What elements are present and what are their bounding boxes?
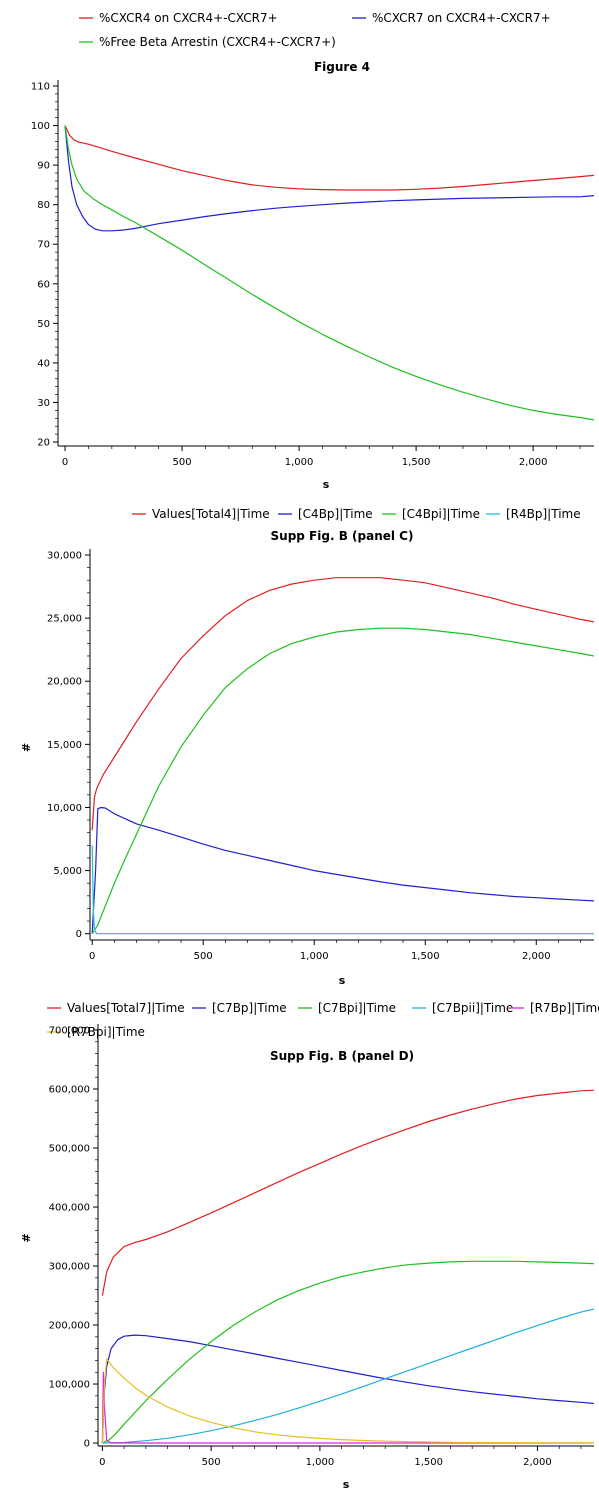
y-tick-label: 90 <box>37 161 50 172</box>
x-axis-label: s <box>343 1478 350 1491</box>
y-tick-label: 600,000 <box>49 1085 90 1096</box>
x-tick-label: 500 <box>173 457 192 468</box>
series-line <box>101 1371 594 1444</box>
x-tick-label: 1,500 <box>414 1457 443 1468</box>
legend-entry: [C4Bpi]|Time <box>402 507 480 521</box>
y-axis-label: # <box>20 743 33 752</box>
series-line <box>101 1358 594 1444</box>
series-line <box>64 125 594 191</box>
y-tick-label: 5,000 <box>53 866 82 877</box>
y-tick-label: 0 <box>84 1439 90 1450</box>
legend-entry: [R4Bp]|Time <box>506 507 581 521</box>
x-tick-label: 1,500 <box>402 457 431 468</box>
x-axis-label: s <box>339 974 346 987</box>
series-line <box>102 1260 594 1444</box>
y-tick-label: 100 <box>31 121 50 132</box>
series-line <box>64 125 594 232</box>
legend-entry: %Free Beta Arrestin (CXCR4+-CXCR7+) <box>99 35 336 49</box>
y-tick-label: 500,000 <box>49 1144 90 1155</box>
chart-title: Supp Fig. B (panel C) <box>271 529 414 543</box>
y-tick-label: 700,000 <box>49 1026 90 1037</box>
chart-1: %CXCR4 on CXCR4+-CXCR7+ %CXCR7 on CXCR4+-… <box>31 11 594 491</box>
legend-entry: %CXCR7 on CXCR4+-CXCR7+ <box>372 11 551 25</box>
chart-title: Figure 4 <box>314 60 370 74</box>
y-tick-label: 200,000 <box>49 1321 90 1332</box>
x-tick-label: 1,000 <box>306 1457 335 1468</box>
legend-entry: Values[Total4]|Time <box>152 507 270 521</box>
series-line <box>91 806 594 934</box>
series-line <box>64 125 594 421</box>
series-line <box>91 845 594 935</box>
chart-3: Values[Total7]|Time [C7Bp]|Time [C7Bpi]|Ti… <box>20 1001 599 1491</box>
x-tick-label: 1,500 <box>411 951 440 962</box>
series-line <box>102 1308 594 1444</box>
chart-2: Values[Total4]|Time [C4Bp]|Time [C4Bpi]|Ti… <box>20 507 594 987</box>
legend-entry: %CXCR4 on CXCR4+-CXCR7+ <box>99 11 278 25</box>
y-tick-label: 30,000 <box>47 551 82 562</box>
y-tick-label: 40 <box>37 358 50 369</box>
legend-entry: [C4Bp]|Time <box>298 507 373 521</box>
y-tick-label: 110 <box>31 82 50 93</box>
chart-title: Supp Fig. B (panel D) <box>270 1049 414 1063</box>
x-tick-label: 1,000 <box>285 457 314 468</box>
y-tick-label: 60 <box>37 279 50 290</box>
legend-entry: [C7Bpi]|Time <box>318 1001 396 1015</box>
y-tick-label: 10,000 <box>47 803 82 814</box>
y-tick-label: 20 <box>37 438 50 449</box>
y-tick-label: 15,000 <box>47 740 82 751</box>
series-line <box>91 577 594 831</box>
x-tick-label: 2,000 <box>523 1457 552 1468</box>
y-tick-label: 30 <box>37 398 50 409</box>
y-tick-label: 25,000 <box>47 614 82 625</box>
x-tick-label: 1,000 <box>300 951 329 962</box>
x-tick-label: 0 <box>99 1457 105 1468</box>
x-axis-label: s <box>323 478 330 491</box>
legend-entry: [C7Bp]|Time <box>212 1001 287 1015</box>
y-tick-label: 100,000 <box>49 1380 90 1391</box>
x-tick-label: 0 <box>89 951 95 962</box>
x-tick-label: 500 <box>194 951 213 962</box>
y-tick-label: 300,000 <box>49 1262 90 1273</box>
x-tick-label: 2,000 <box>519 457 548 468</box>
y-axis-label: # <box>20 1233 33 1242</box>
x-tick-label: 0 <box>62 457 68 468</box>
series-line <box>101 1089 594 1296</box>
x-tick-label: 2,000 <box>522 951 551 962</box>
legend-entry: [C7Bpii]|Time <box>432 1001 513 1015</box>
legend-entry: [R7Bpi]|Time <box>67 1025 145 1039</box>
legend-entry: Values[Total7]|Time <box>67 1001 185 1015</box>
y-tick-label: 70 <box>37 240 50 251</box>
series-line <box>101 1334 594 1444</box>
legend-entry: [R7Bp]|Time <box>530 1001 599 1015</box>
y-tick-label: 80 <box>37 200 50 211</box>
y-tick-label: 400,000 <box>49 1203 90 1214</box>
y-tick-label: 20,000 <box>47 677 82 688</box>
x-tick-label: 500 <box>202 1457 221 1468</box>
y-tick-label: 50 <box>37 319 50 330</box>
series-line <box>91 627 594 935</box>
y-tick-label: 0 <box>76 929 82 940</box>
